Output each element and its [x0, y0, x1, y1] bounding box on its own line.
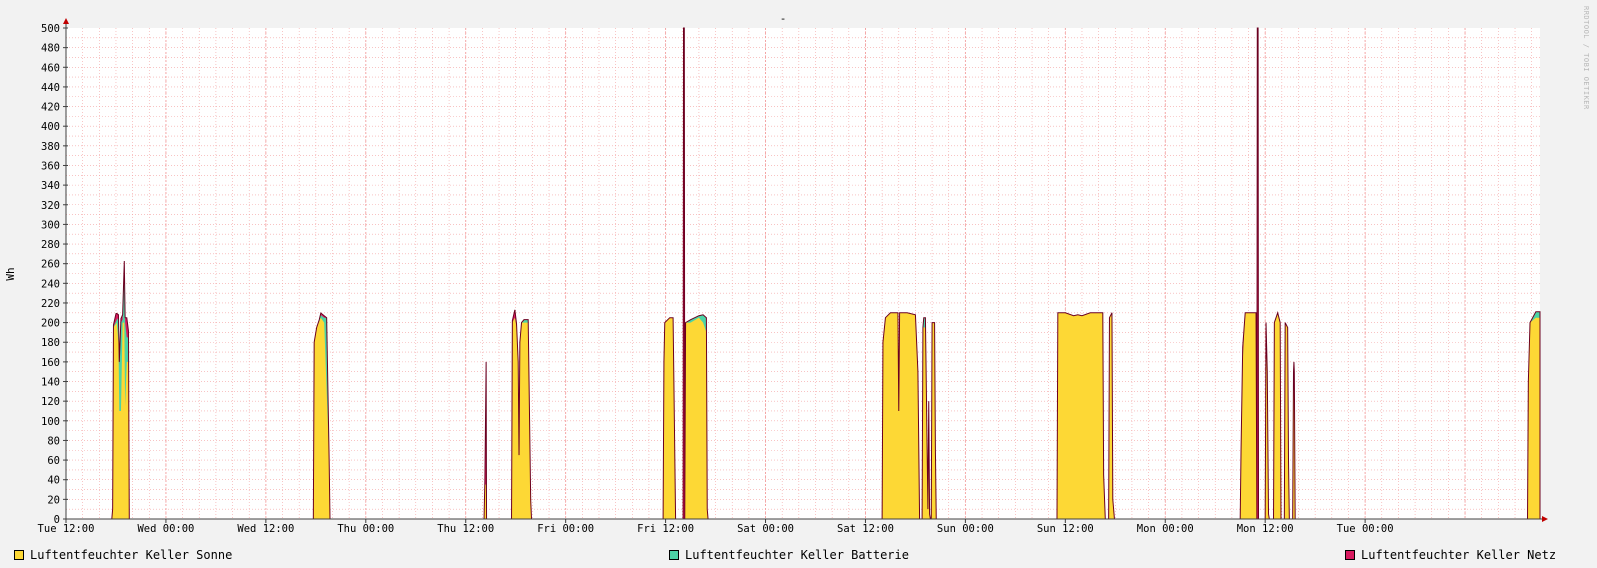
x-tick-label: Sat 12:00	[837, 523, 894, 535]
y-tick-label: 0	[54, 514, 60, 526]
x-tick-label: Sun 00:00	[937, 523, 994, 535]
x-ticks: Tue 12:00 Wed 00:00 Wed 12:00 Thu 00:00 Thu …	[38, 519, 1394, 535]
y-tick-label: 480	[41, 43, 60, 55]
y-tick-label: 140	[41, 377, 60, 389]
legend-item-sonne: Luftentfeuchter Keller Sonne	[14, 548, 232, 562]
plot-area	[66, 28, 1540, 519]
y-tick-label: 80	[47, 435, 60, 447]
y-axis-label: Wh	[4, 267, 17, 280]
legend-swatch-batterie	[669, 550, 679, 560]
legend-swatch-sonne	[14, 550, 24, 560]
rrdtool-watermark: RRDTOOL / TOBI OETIKER	[1582, 6, 1590, 110]
y-tick-label: 360	[41, 160, 60, 172]
y-tick-label: 220	[41, 298, 60, 310]
y-tick-label: 100	[41, 416, 60, 428]
y-tick-label: 40	[47, 475, 60, 487]
x-tick-label: Mon 12:00	[1237, 523, 1294, 535]
y-tick-label: 260	[41, 259, 60, 271]
legend-swatch-netz	[1345, 550, 1355, 560]
y-ticks: 0 20 40 60 80 100 120 140 160 180 200 220 240 260 280 3…	[41, 23, 68, 526]
x-tick-label: Mon 00:00	[1137, 523, 1194, 535]
x-tick-label: Thu 12:00	[437, 523, 494, 535]
y-tick-label: 240	[41, 278, 60, 290]
y-tick-label: 320	[41, 200, 60, 212]
y-tick-label: 420	[41, 102, 60, 114]
y-tick-label: 460	[41, 62, 60, 74]
chart-title: -	[780, 12, 787, 25]
y-tick-label: 340	[41, 180, 60, 192]
y-tick-label: 300	[41, 219, 60, 231]
y-tick-label: 380	[41, 141, 60, 153]
y-axis-arrow	[63, 18, 69, 24]
y-tick-label: 20	[47, 494, 60, 506]
x-tick-label: Thu 00:00	[337, 523, 394, 535]
y-tick-label: 200	[41, 318, 60, 330]
legend-label-sonne: Luftentfeuchter Keller Sonne	[30, 548, 233, 562]
x-tick-label: Fri 00:00	[537, 523, 594, 535]
x-tick-label: Fri 12:00	[637, 523, 694, 535]
y-tick-label: 160	[41, 357, 60, 369]
legend-item-batterie: Luftentfeuchter Keller Batterie	[669, 548, 909, 562]
legend-label-batterie: Luftentfeuchter Keller Batterie	[685, 548, 909, 562]
legend-item-netz: Luftentfeuchter Keller Netz	[1345, 548, 1556, 562]
y-tick-label: 440	[41, 82, 60, 94]
x-tick-label: Wed 12:00	[237, 523, 294, 535]
y-tick-label: 60	[47, 455, 60, 467]
y-tick-label: 500	[41, 23, 60, 35]
y-tick-label: 180	[41, 337, 60, 349]
x-tick-label: Tue 00:00	[1337, 523, 1394, 535]
x-axis-arrow	[1542, 516, 1548, 522]
y-tick-label: 120	[41, 396, 60, 408]
y-tick-label: 400	[41, 121, 60, 133]
x-tick-label: Sun 12:00	[1037, 523, 1094, 535]
legend-label-netz: Luftentfeuchter Keller Netz	[1361, 548, 1557, 562]
x-tick-label: Sat 00:00	[737, 523, 794, 535]
y-tick-label: 280	[41, 239, 60, 251]
x-tick-label: Wed 00:00	[137, 523, 194, 535]
x-tick-label: Tue 12:00	[38, 523, 95, 535]
series-area-luftentfeuchter-keller-sonne	[111, 312, 1540, 519]
